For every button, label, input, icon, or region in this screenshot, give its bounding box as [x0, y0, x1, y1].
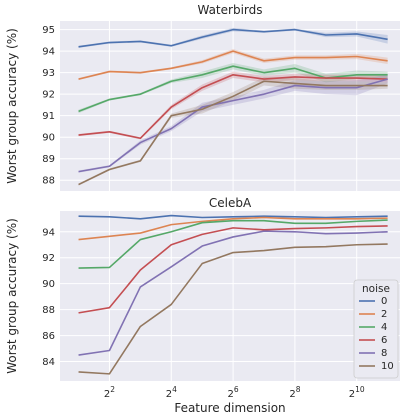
- y-tick-label: 93: [42, 68, 55, 79]
- x-tick-base: 2: [166, 389, 172, 400]
- waterbirds-panel: Waterbirds 88 89 90 91 92 93 94 95 Worst group …: [5, 3, 400, 191]
- y-tick-label: 86: [42, 331, 55, 342]
- x-tick-label: 24: [166, 385, 177, 400]
- y-tick-label: 88: [42, 305, 55, 316]
- x-tick-exponent: 10: [355, 385, 365, 394]
- y-tick-label: 90: [42, 279, 55, 290]
- celeba-y-axis-label: Worst group accuracy (%): [5, 218, 19, 374]
- y-tick-label: 94: [42, 47, 55, 58]
- y-tick-label: 90: [42, 133, 55, 144]
- waterbirds-title: Waterbirds: [197, 3, 262, 17]
- y-tick-label: 95: [42, 25, 55, 36]
- series-line-noise-4: [78, 65, 388, 113]
- series-line-noise-2: [78, 50, 388, 80]
- legend-title: noise: [362, 283, 390, 295]
- celeba-title: CelebA: [209, 196, 252, 210]
- series-line-noise-2: [78, 216, 388, 241]
- celeba-plot-area: [60, 211, 400, 381]
- series-line-noise-0: [78, 214, 388, 220]
- waterbirds-y-ticks: 88 89 90 91 92 93 94 95: [42, 25, 55, 187]
- series-line-noise-6: [78, 225, 388, 314]
- waterbirds-lines: [78, 28, 388, 186]
- x-tick-label: 26: [228, 385, 239, 400]
- legend-label-noise-2: 2: [381, 309, 387, 320]
- legend-label-noise-10: 10: [381, 361, 394, 372]
- y-tick-label: 84: [42, 357, 55, 368]
- x-tick-exponent: 8: [296, 385, 301, 394]
- series-line-noise-10: [78, 243, 388, 375]
- legend-label-noise-8: 8: [381, 348, 387, 359]
- waterbirds-plot-area: [60, 21, 400, 191]
- confidence-band-noise-2: [78, 48, 388, 81]
- legend-label-noise-4: 4: [381, 322, 387, 333]
- legend-label-noise-0: 0: [381, 296, 387, 307]
- y-tick-label: 89: [42, 154, 55, 165]
- x-tick-label: 28: [289, 385, 300, 400]
- x-tick-base: 2: [349, 389, 355, 400]
- y-tick-label: 88: [42, 176, 55, 187]
- x-tick-base: 2: [228, 389, 234, 400]
- series-line-noise-10: [78, 80, 388, 186]
- waterbirds-grid: [60, 21, 400, 191]
- x-tick-label: 22: [104, 385, 115, 400]
- y-tick-label: 91: [42, 111, 55, 122]
- waterbirds-y-axis-label: Worst group accuracy (%): [5, 28, 19, 184]
- series-line-noise-0: [78, 28, 388, 48]
- confidence-band-noise-4: [78, 62, 388, 114]
- celeba-x-ticks: 22 24 26 28 210: [104, 385, 365, 400]
- legend-items: 0 2 4 6 8 10: [359, 296, 394, 372]
- noise-legend: noise 0 2 4 6 8 10: [353, 279, 399, 379]
- x-tick-base: 2: [104, 389, 110, 400]
- x-tick-exponent: 6: [234, 385, 239, 394]
- confidence-band-noise-8: [78, 74, 388, 173]
- x-tick-exponent: 2: [110, 385, 115, 394]
- series-line-noise-4: [78, 219, 388, 269]
- celeba-lines: [78, 214, 388, 375]
- series-line-noise-8: [78, 78, 388, 173]
- celeba-y-ticks: 84 86 88 90 92 94: [42, 227, 55, 368]
- series-line-noise-8: [78, 230, 388, 356]
- legend-label-noise-6: 6: [381, 335, 387, 346]
- x-tick-label: 210: [349, 385, 365, 400]
- x-axis-label: Feature dimension: [174, 401, 285, 415]
- y-tick-label: 94: [42, 227, 55, 238]
- y-tick-label: 92: [42, 253, 55, 264]
- y-tick-label: 92: [42, 90, 55, 101]
- x-tick-base: 2: [289, 389, 295, 400]
- x-tick-exponent: 4: [172, 385, 177, 394]
- series-line-noise-6: [78, 73, 388, 140]
